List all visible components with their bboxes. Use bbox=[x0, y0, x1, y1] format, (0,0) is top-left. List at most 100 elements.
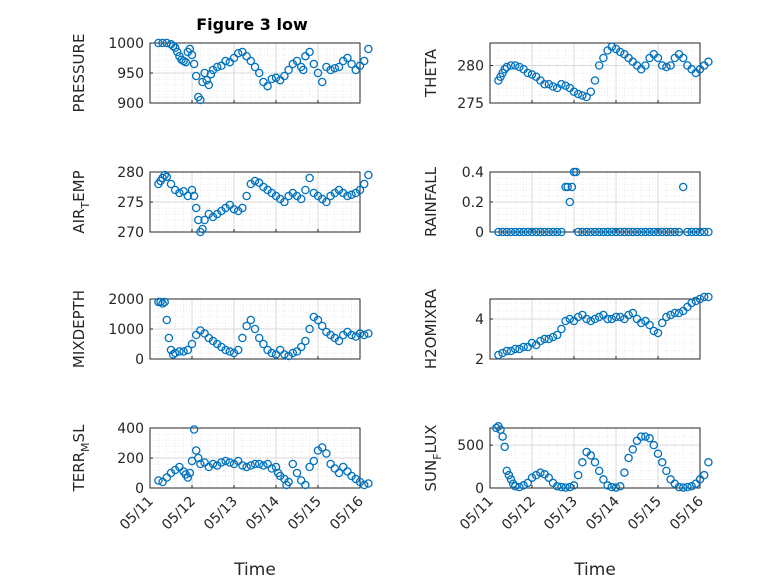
data-point bbox=[242, 51, 251, 61]
data-point bbox=[523, 478, 533, 488]
data-point bbox=[523, 68, 533, 78]
data-point bbox=[704, 458, 713, 467]
data-point bbox=[200, 458, 209, 467]
data-point bbox=[292, 347, 302, 356]
data-point bbox=[704, 227, 713, 237]
data-point bbox=[519, 342, 528, 352]
data-point bbox=[641, 432, 650, 441]
data-point bbox=[334, 62, 344, 72]
data-point bbox=[309, 456, 319, 466]
data-point bbox=[510, 61, 520, 70]
data-point bbox=[198, 224, 207, 234]
data-point bbox=[662, 227, 671, 237]
data-point bbox=[221, 345, 230, 355]
data-point bbox=[674, 482, 684, 492]
data-point bbox=[586, 227, 596, 237]
data-point bbox=[208, 459, 218, 469]
data-point bbox=[338, 462, 348, 472]
data-point bbox=[695, 475, 705, 484]
data-point bbox=[359, 330, 369, 340]
x-tick-label: 05/16 bbox=[327, 493, 367, 533]
data-point bbox=[557, 324, 566, 334]
data-point bbox=[317, 321, 327, 331]
data-point bbox=[309, 59, 319, 69]
data-point bbox=[603, 314, 612, 324]
data-point bbox=[355, 61, 365, 71]
data-point bbox=[217, 458, 226, 467]
data-point bbox=[662, 62, 671, 72]
x-tick-label: 05/11 bbox=[117, 494, 157, 534]
y-axis-label: THETA bbox=[422, 48, 440, 98]
data-point bbox=[662, 312, 671, 322]
y-axis-label: TERRMSL bbox=[70, 424, 92, 493]
data-point bbox=[666, 310, 675, 320]
data-point bbox=[162, 315, 172, 325]
data-point bbox=[527, 473, 537, 482]
data-point bbox=[238, 461, 247, 470]
x-axis-label: Time bbox=[573, 560, 616, 580]
data-point bbox=[317, 77, 327, 87]
subplot-5: 0 1000 2000 MIXDEPTH bbox=[70, 290, 373, 368]
x-tick-label: 05/14 bbox=[583, 493, 623, 533]
data-point bbox=[200, 329, 209, 338]
data-point bbox=[259, 461, 268, 470]
data-point bbox=[225, 347, 235, 356]
data-point bbox=[330, 63, 340, 73]
x-tick-label: 05/12 bbox=[499, 494, 539, 534]
y-axis-label-main: SUN bbox=[422, 460, 440, 492]
data-point bbox=[288, 459, 298, 469]
axes-background bbox=[490, 428, 700, 488]
data-point bbox=[322, 197, 331, 207]
data-point bbox=[590, 227, 600, 237]
data-point bbox=[527, 338, 537, 348]
data-point bbox=[683, 482, 692, 492]
data-point bbox=[183, 473, 193, 482]
y-tick-label: 4 bbox=[475, 312, 484, 328]
y-tick-label: 0 bbox=[475, 225, 484, 241]
data-point bbox=[636, 318, 646, 328]
data-point bbox=[628, 308, 638, 318]
y-tick-label: 1000 bbox=[108, 36, 144, 52]
data-point bbox=[502, 227, 512, 237]
data-point bbox=[590, 314, 600, 324]
data-point bbox=[254, 68, 264, 78]
data-point bbox=[221, 56, 230, 66]
data-point bbox=[494, 227, 503, 237]
subplot-6: 2 4 H2OMIXRA bbox=[422, 288, 713, 369]
data-point bbox=[494, 350, 503, 360]
y-tick-label: 1000 bbox=[108, 322, 144, 338]
data-point bbox=[296, 194, 306, 204]
data-point bbox=[687, 298, 696, 308]
data-point bbox=[599, 53, 608, 63]
data-point bbox=[653, 328, 663, 338]
data-point bbox=[313, 68, 323, 78]
data-point bbox=[678, 483, 688, 492]
y-tick-label: 500 bbox=[457, 438, 484, 454]
data-point bbox=[267, 464, 277, 473]
y-tick-label: 2000 bbox=[108, 292, 144, 308]
data-point bbox=[515, 227, 524, 237]
y-axis-label-main: TERR bbox=[70, 452, 88, 493]
data-point bbox=[305, 324, 314, 334]
data-point bbox=[594, 227, 604, 237]
data-point bbox=[523, 227, 533, 237]
data-point bbox=[194, 215, 203, 225]
data-point bbox=[569, 87, 579, 97]
data-point bbox=[343, 191, 352, 201]
data-point bbox=[288, 348, 298, 358]
data-point bbox=[498, 348, 507, 358]
data-point bbox=[557, 227, 566, 237]
y-tick-label: 950 bbox=[117, 66, 144, 82]
data-point bbox=[510, 482, 520, 491]
data-point bbox=[502, 62, 512, 72]
data-point bbox=[565, 197, 575, 207]
data-point bbox=[687, 227, 696, 237]
data-point bbox=[666, 475, 675, 484]
data-point bbox=[603, 227, 612, 237]
y-tick-label: 0.4 bbox=[462, 165, 484, 181]
data-point bbox=[607, 42, 617, 52]
data-point bbox=[594, 466, 604, 476]
data-point bbox=[154, 38, 163, 48]
y-tick-label: 275 bbox=[117, 195, 144, 211]
data-point bbox=[292, 468, 302, 478]
